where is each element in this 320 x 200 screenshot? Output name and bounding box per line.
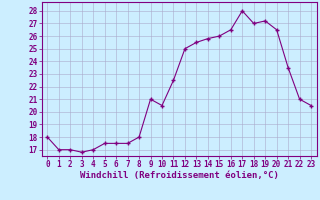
X-axis label: Windchill (Refroidissement éolien,°C): Windchill (Refroidissement éolien,°C)	[80, 171, 279, 180]
